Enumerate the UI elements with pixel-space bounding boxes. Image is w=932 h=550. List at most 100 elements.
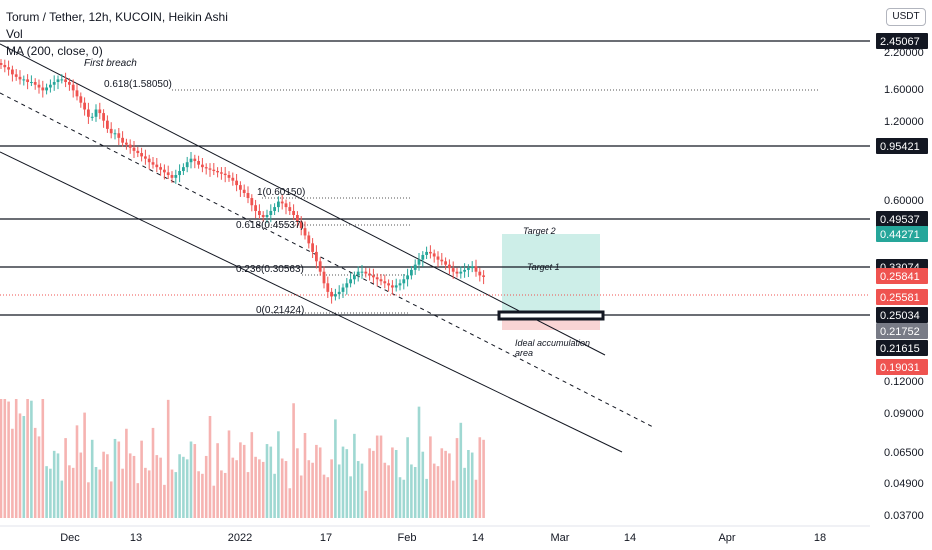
- candle: [360, 271, 364, 273]
- candle: [277, 201, 280, 208]
- price-label-badge: [876, 226, 928, 242]
- accumulation-box[interactable]: [497, 310, 605, 321]
- volume-bar: [269, 446, 273, 518]
- volume-bar: [132, 455, 136, 518]
- candle: [71, 84, 75, 91]
- chart-title: Torum / Tether, 12h, KUCOIN, Heikin Ashi: [6, 10, 228, 24]
- candle: [463, 269, 466, 272]
- volume-bar: [273, 473, 276, 518]
- candle: [280, 201, 284, 204]
- candle: [406, 275, 409, 280]
- volume-bar: [235, 460, 238, 518]
- candle: [292, 210, 295, 215]
- candle: [90, 116, 94, 118]
- candle: [170, 175, 174, 178]
- candle: [398, 283, 402, 286]
- volume-bar: [60, 480, 64, 518]
- volume-bar: [311, 462, 314, 518]
- candle: [201, 164, 204, 168]
- candle: [0, 63, 3, 65]
- volume-bar: [90, 439, 94, 518]
- target-zone[interactable]: [502, 234, 600, 316]
- candle: [144, 156, 147, 159]
- price-label-badge-text: 0.19031: [880, 362, 920, 374]
- candle: [113, 133, 117, 135]
- price-axis-tick: 0.06500: [884, 447, 924, 459]
- volume-bar: [391, 447, 394, 518]
- volume-bar: [421, 451, 425, 518]
- candle: [14, 74, 18, 77]
- candle: [364, 271, 368, 274]
- candle: [265, 214, 269, 218]
- candle: [106, 120, 109, 129]
- volume-bar: [261, 461, 265, 518]
- volume-bar: [239, 442, 242, 518]
- volume-bar: [0, 399, 3, 518]
- volume-bar: [182, 456, 185, 518]
- volume-bar: [185, 459, 189, 518]
- volume-bar: [94, 467, 98, 518]
- ma-indicator-label[interactable]: MA (200, close, 0): [6, 44, 103, 58]
- volume-bar: [387, 465, 390, 518]
- volume-bar: [322, 474, 326, 518]
- time-axis-tick: Mar: [551, 532, 570, 544]
- channel-lower-line[interactable]: [0, 151, 623, 453]
- channel-upper-line[interactable]: [0, 43, 606, 356]
- price-axis-tick: 1.20000: [884, 116, 924, 128]
- candle: [440, 259, 444, 262]
- volume-bar: [71, 467, 75, 518]
- time-axis-tick: 14: [472, 532, 484, 544]
- price-label-badge: [876, 323, 928, 339]
- volume-bar: [410, 464, 413, 518]
- channel-midline[interactable]: [0, 92, 656, 429]
- candle: [341, 287, 345, 292]
- price-axis-tick: 0.60000: [884, 195, 924, 207]
- volume-bar: [292, 403, 295, 518]
- volume-bar: [41, 399, 45, 518]
- candle: [147, 158, 151, 163]
- candle: [254, 205, 257, 211]
- candle: [250, 198, 254, 206]
- annotation-target-2: Target 2: [523, 226, 556, 236]
- candle: [185, 162, 189, 168]
- volume-bar: [125, 428, 128, 518]
- fib-label: 1(0.60150): [257, 187, 305, 198]
- candle: [379, 279, 383, 282]
- level-price-badge-text: 0.95421: [880, 141, 920, 153]
- volume-bar: [106, 454, 109, 518]
- candle: [212, 169, 216, 172]
- volume-bar: [56, 453, 60, 518]
- volume-bar: [30, 400, 33, 518]
- volume-bar: [189, 441, 193, 518]
- candle: [239, 185, 242, 190]
- candle: [117, 133, 121, 138]
- candle: [474, 266, 478, 272]
- candle: [299, 221, 303, 229]
- volume-bar: [33, 427, 37, 518]
- volume-bar: [398, 477, 402, 518]
- candle: [109, 128, 113, 134]
- volume-bar: [64, 438, 67, 518]
- candle: [235, 180, 238, 186]
- candle: [75, 90, 79, 97]
- volume-bar: [459, 422, 463, 518]
- volume-bar: [341, 446, 345, 518]
- volume-bar: [68, 465, 71, 518]
- volume-bar: [368, 448, 371, 518]
- volume-bar: [440, 448, 444, 518]
- time-axis-tick: 14: [624, 532, 636, 544]
- volume-bar: [425, 478, 428, 518]
- volume-bar: [353, 433, 356, 518]
- volume-bar: [436, 466, 440, 518]
- candle: [444, 261, 447, 265]
- currency-button[interactable]: USDT: [886, 8, 926, 26]
- volume-bar: [197, 471, 200, 518]
- time-axis-tick: Apr: [718, 532, 735, 544]
- volume-bar: [303, 433, 307, 518]
- candle: [470, 266, 474, 269]
- volume-bar: [406, 437, 409, 518]
- volume-bar: [250, 432, 254, 518]
- volume-indicator-label[interactable]: Vol: [6, 27, 23, 41]
